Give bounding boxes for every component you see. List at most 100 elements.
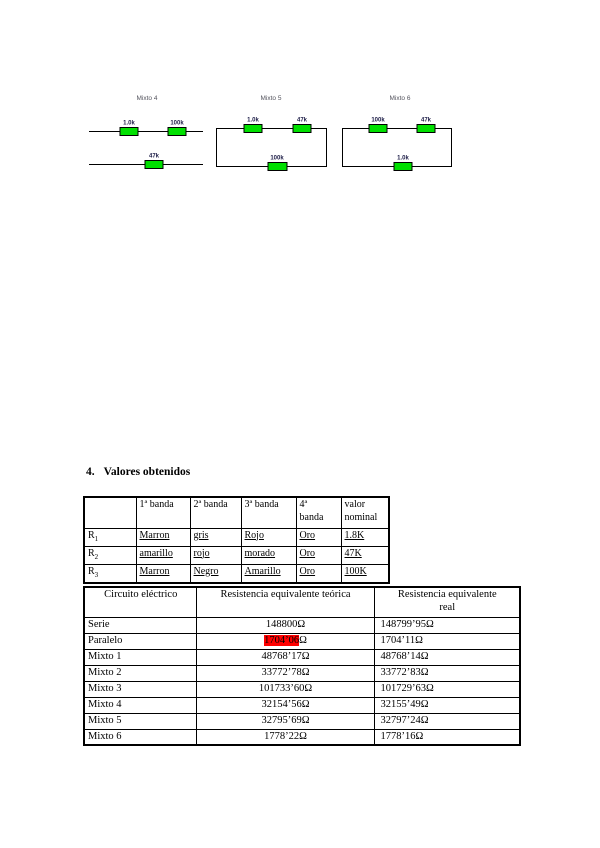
- column-header: 3ª banda: [240, 496, 297, 529]
- cell: Oro: [295, 527, 342, 547]
- cell: 1.8K: [340, 527, 390, 547]
- table-row: Mixto 2 33772’78Ω 33772’83Ω: [83, 664, 521, 682]
- band-value: Rojo: [244, 529, 264, 541]
- band-value: morado: [244, 547, 276, 559]
- section-heading: 4. Valores obtenidos: [86, 466, 190, 479]
- circuit-name: Mixto 1: [88, 650, 122, 662]
- band-value: gris: [193, 529, 209, 541]
- real-value-cell: 1704’11Ω: [373, 632, 521, 650]
- theoretical-value-cell: 48768’17Ω: [195, 648, 375, 666]
- column-header: Circuito eléctrico: [83, 586, 197, 618]
- band-value: Oro: [299, 565, 316, 577]
- theoretical-value-cell: 32795’69Ω: [195, 712, 375, 730]
- band-value: Negro: [193, 565, 219, 577]
- resistor-label: 1.0k: [397, 156, 409, 162]
- resistor-label: 47k: [421, 118, 432, 124]
- theoretical-value: 101733’60Ω: [258, 682, 313, 694]
- real-value-cell: 101729’63Ω: [373, 680, 521, 698]
- resistor-name: R: [88, 529, 95, 541]
- real-value-cell: 32797’24Ω: [373, 712, 521, 730]
- theoretical-value-cell: 101733’60Ω: [195, 680, 375, 698]
- circuit-name-cell: Mixto 4: [83, 696, 197, 714]
- theoretical-value-cell: 32154’56Ω: [195, 696, 375, 714]
- circuit-name: Mixto 3: [88, 682, 122, 694]
- theoretical-value-cell: 33772’78Ω: [195, 664, 375, 682]
- circuit-svg: Mixto 6 100k 47k 1.0k: [342, 95, 452, 171]
- resistor-label: 1.0k: [123, 121, 135, 127]
- resistor: [119, 127, 139, 136]
- resistor-label: 47k: [297, 118, 308, 124]
- circuit-title: Mixto 4: [137, 95, 158, 102]
- band-value: amarillo: [139, 547, 173, 559]
- circuit-name-cell: Mixto 1: [83, 648, 197, 666]
- table-row: Mixto 3 101733’60Ω 101729’63Ω: [83, 680, 521, 698]
- resistor-name: R: [88, 547, 95, 559]
- resistor-label: 100k: [170, 121, 184, 127]
- theoretical-value: 148800Ω: [265, 618, 306, 630]
- table-row: Serie 148800Ω 148799’95Ω: [83, 616, 521, 634]
- header-label: 4ª: [299, 499, 308, 510]
- circuit-name-cell: Mixto 2: [83, 664, 197, 682]
- resistor: [243, 124, 263, 133]
- resistor-label: 100k: [371, 118, 385, 124]
- header-label: banda: [299, 512, 324, 523]
- resistor-label: 1.0k: [247, 118, 259, 124]
- results-table-header-row: Circuito eléctrico Resistencia equivalen…: [83, 586, 521, 618]
- cell: Amarillo: [240, 563, 297, 583]
- highlighted-value: 1704’06: [264, 634, 300, 646]
- circuit-svg: Mixto 4 1.0k 100k 47k: [89, 95, 203, 169]
- band-value: Marron: [139, 529, 170, 541]
- cell: Marron: [135, 527, 191, 547]
- band-value: Oro: [299, 529, 316, 541]
- circuit-name: Mixto 4: [88, 698, 122, 710]
- header-label: real: [439, 602, 456, 613]
- real-value: 32155’49Ω: [380, 698, 429, 710]
- resistor: [416, 124, 436, 133]
- resistor: [393, 162, 413, 171]
- table-row: Mixto 4 32154’56Ω 32155’49Ω: [83, 696, 521, 714]
- nominal-value: 47K: [344, 547, 362, 559]
- resistor-subscript: 3: [94, 570, 99, 579]
- circuit-diagram-mixto-6: Mixto 6 100k 47k 1.0k: [341, 91, 459, 175]
- bands-table: 1ª banda 2ª banda 3ª banda 4ª banda valo…: [83, 496, 390, 584]
- resistor: [267, 162, 288, 171]
- cell: Oro: [295, 545, 342, 565]
- cell: 100K: [340, 563, 390, 583]
- header-label: nominal: [344, 512, 378, 523]
- real-value: 101729’63Ω: [380, 682, 434, 694]
- circuit-name-cell: Serie: [83, 616, 197, 634]
- header-label: valor: [344, 499, 366, 510]
- real-value-cell: 32155’49Ω: [373, 696, 521, 714]
- circuit-name-cell: Mixto 3: [83, 680, 197, 698]
- resistor: [368, 124, 388, 133]
- cell: morado: [240, 545, 297, 565]
- section-title: Valores obtenidos: [103, 466, 191, 478]
- column-header: 2ª banda: [189, 496, 242, 529]
- circuit-name: Mixto 5: [88, 714, 122, 726]
- real-value: 48768’14Ω: [380, 650, 429, 662]
- circuit-title: Mixto 5: [261, 95, 282, 102]
- table-row: R3 Marron Negro Amarillo Oro 100K: [83, 563, 390, 583]
- row-label-cell: R3: [83, 563, 137, 583]
- circuit-diagram-mixto-5: Mixto 5 1.0k 47k 100k: [215, 91, 333, 175]
- band-value: Amarillo: [244, 565, 281, 577]
- column-header: Resistencia equivalente teórica: [195, 586, 375, 618]
- resistor-subscript: 1: [94, 534, 99, 543]
- theoretical-value-cell: 1704’06Ω: [195, 632, 375, 650]
- circuit-title: Mixto 6: [390, 95, 411, 102]
- circuit-name: Serie: [88, 618, 110, 630]
- bands-table-header-row: 1ª banda 2ª banda 3ª banda 4ª banda valo…: [83, 496, 390, 529]
- header-label: 2ª banda: [193, 499, 228, 510]
- header-label: Resistencia equivalente teórica: [220, 589, 351, 600]
- resistor: [167, 127, 187, 136]
- theoretical-value: 33772’78Ω: [261, 666, 310, 678]
- row-label-cell: R1: [83, 527, 137, 547]
- resistor: [292, 124, 312, 133]
- cell: Marron: [135, 563, 191, 583]
- band-value: Marron: [139, 565, 170, 577]
- cell: 47K: [340, 545, 390, 565]
- section-number: 4.: [86, 466, 95, 478]
- corner-cell: [83, 496, 137, 529]
- header-label: 1ª banda: [139, 499, 174, 510]
